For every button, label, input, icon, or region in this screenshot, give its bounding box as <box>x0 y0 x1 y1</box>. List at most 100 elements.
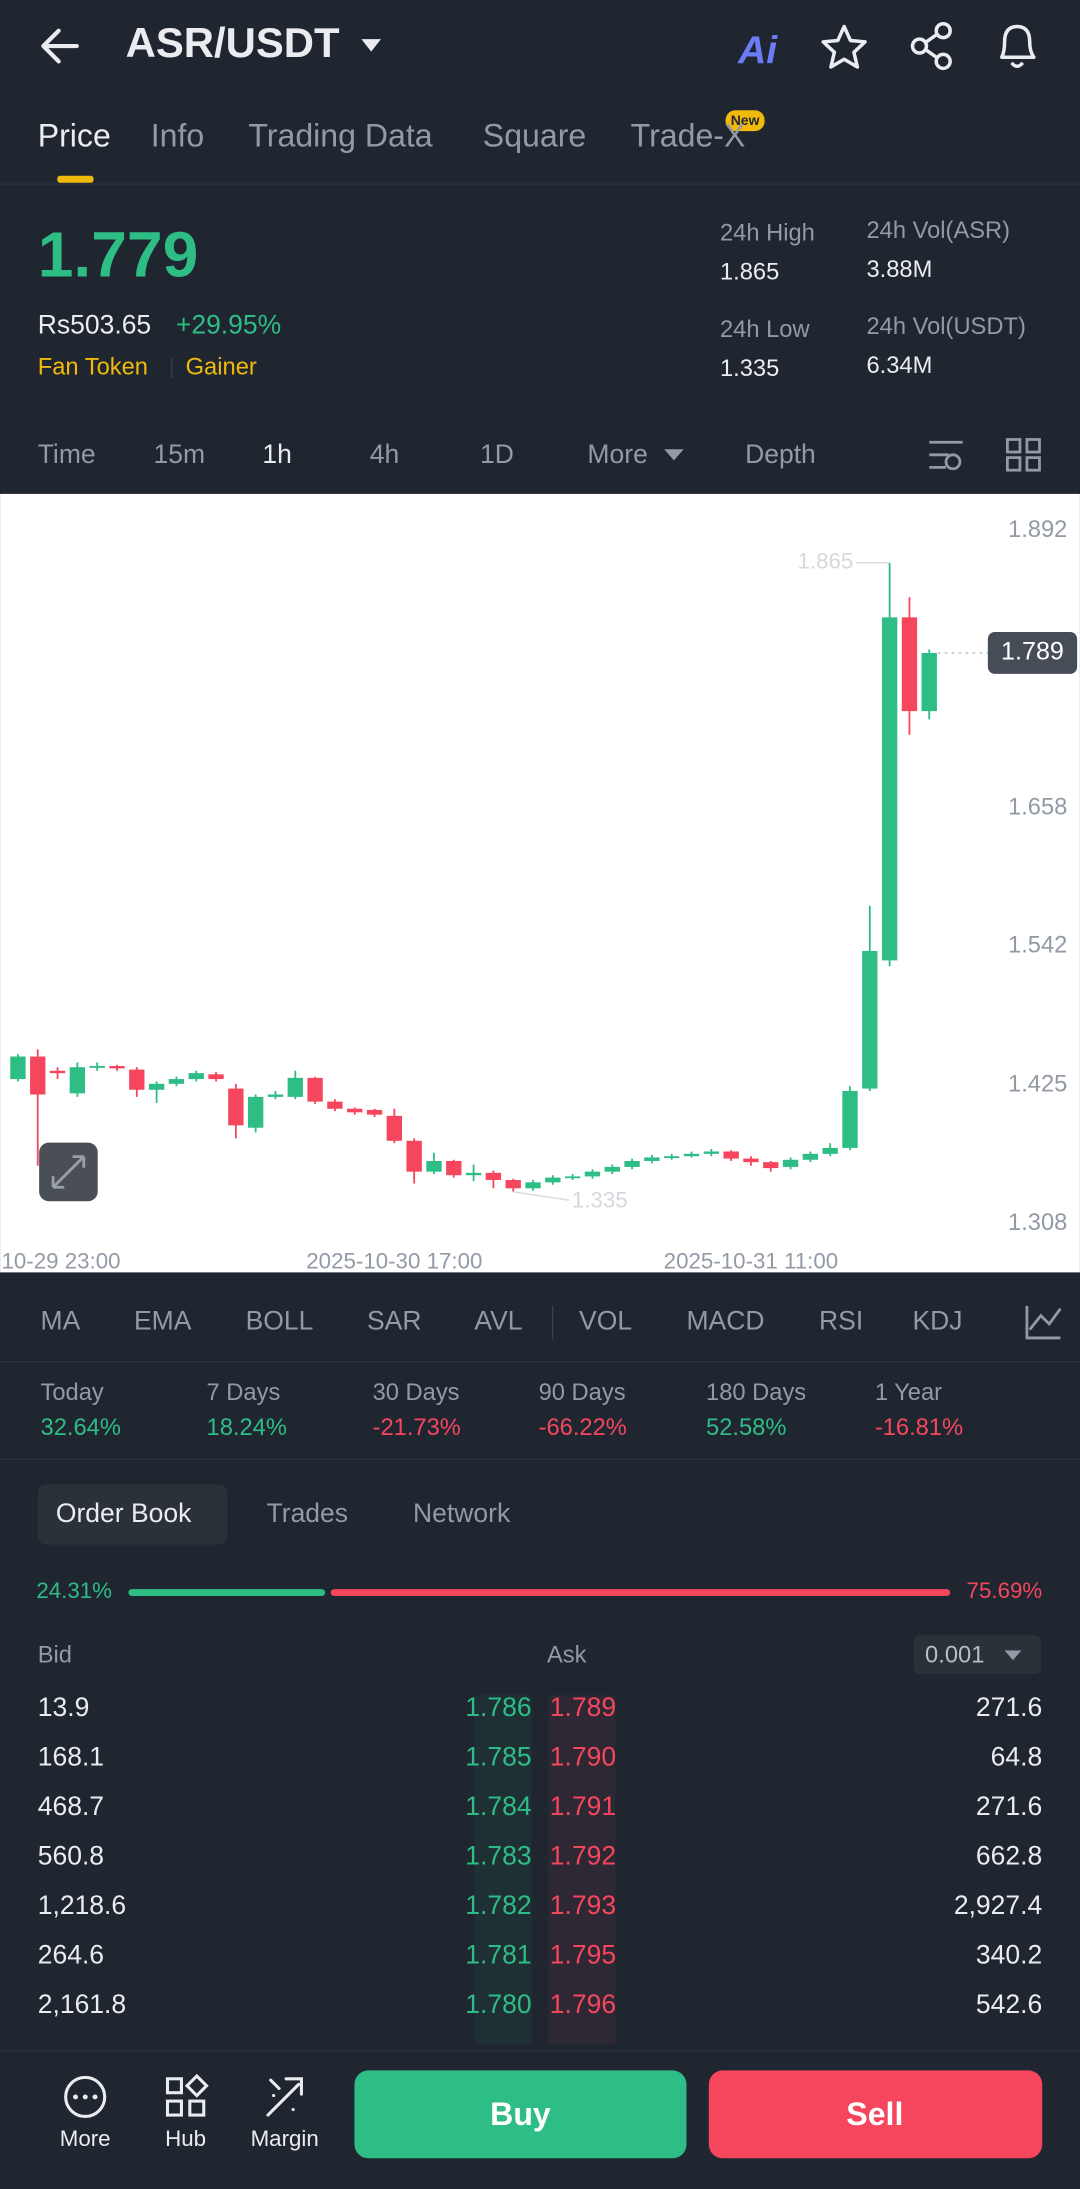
interval[interactable]: 1D <box>480 439 514 469</box>
ask-price: 1.789 <box>550 1692 616 1722</box>
interval[interactable]: 15m <box>154 439 206 469</box>
indicator[interactable]: MA <box>41 1306 81 1336</box>
bid-amount: 264.6 <box>38 1940 104 1970</box>
indicator[interactable]: EMA <box>134 1306 192 1336</box>
back-button[interactable] <box>41 28 79 64</box>
period-label: Today <box>41 1380 104 1406</box>
favorite-button[interactable] <box>821 24 867 69</box>
active-tab-bg <box>37 1484 228 1545</box>
ask-ratio: 75.69% <box>967 1578 1043 1603</box>
chart-area <box>0 493 1080 1273</box>
more-button[interactable] <box>64 2075 107 2118</box>
tab-indicator <box>57 175 94 183</box>
tag[interactable]: Gainer <box>186 355 257 381</box>
y-tick-label: 1.542 <box>1008 932 1067 958</box>
bid-amount: 560.8 <box>38 1841 104 1871</box>
bid-price: 1.785 <box>465 1742 531 1772</box>
ask-header: Ask <box>547 1642 587 1668</box>
pair-title[interactable]: ASR/USDT <box>126 19 340 66</box>
interval[interactable]: More <box>587 439 647 469</box>
precision-dropdown <box>1004 1650 1022 1661</box>
hub-button[interactable] <box>165 2073 209 2117</box>
x-tick-label: 10-29 23:00 <box>1 1249 120 1274</box>
tab[interactable]: Trading Data <box>248 118 432 154</box>
indicator[interactable]: KDJ <box>913 1306 963 1336</box>
chart-type-button[interactable] <box>1025 1305 1062 1340</box>
last-price-tag <box>987 632 1078 674</box>
share-icon <box>934 52 952 71</box>
candle-body <box>703 1151 719 1154</box>
nav-label[interactable]: Margin <box>251 2126 319 2151</box>
last-price: 1.779 <box>38 218 199 290</box>
tab[interactable]: Price <box>38 118 111 154</box>
interval[interactable]: 4h <box>370 439 399 469</box>
candle-body <box>802 1153 819 1160</box>
indicator[interactable]: RSI <box>819 1306 863 1336</box>
precision-select[interactable] <box>913 1635 1041 1675</box>
candle-body <box>901 617 918 712</box>
order-book-tab[interactable]: Network <box>413 1498 511 1528</box>
candle-body <box>10 1056 26 1080</box>
candle-body <box>842 1090 858 1148</box>
candle-body <box>446 1160 462 1176</box>
bid-price: 1.783 <box>465 1841 531 1871</box>
nav-label[interactable]: More <box>60 2126 111 2151</box>
nav-label[interactable]: Hub <box>165 2126 206 2151</box>
low-marker-line <box>513 1191 570 1201</box>
candle-body <box>307 1077 323 1102</box>
candle-body <box>148 1083 165 1090</box>
candle-body <box>584 1171 601 1177</box>
interval[interactable]: 1h <box>262 439 291 469</box>
ai-button[interactable]: Ai <box>737 29 778 72</box>
sell-button[interactable] <box>708 2070 1043 2159</box>
hub-icon <box>165 2077 183 2095</box>
tab[interactable]: Square <box>483 118 586 154</box>
bid-amount: 168.1 <box>38 1742 104 1772</box>
ask-amount: 64.8 <box>991 1742 1043 1772</box>
stat-label: 24h High <box>720 221 815 247</box>
margin-button[interactable] <box>266 2077 303 2117</box>
ask-depth <box>548 1695 616 2044</box>
sell-label: Sell <box>846 2096 903 2132</box>
share-icon <box>925 33 938 59</box>
indicator[interactable]: BOLL <box>246 1306 314 1336</box>
interval[interactable]: Depth <box>745 439 816 469</box>
hub-icon <box>165 2099 183 2117</box>
ask-amount: 340.2 <box>976 1940 1042 1970</box>
order-book-tab[interactable]: Trades <box>267 1498 348 1528</box>
candle-body <box>247 1096 264 1128</box>
more-dropdown[interactable] <box>664 449 684 461</box>
tag[interactable]: Fan Token <box>38 355 148 381</box>
interval[interactable]: Time <box>38 439 96 469</box>
hub-icon <box>188 2099 206 2117</box>
chart-settings-button[interactable] <box>929 440 963 471</box>
ask-amount: 662.8 <box>976 1841 1042 1871</box>
settings-icon <box>929 440 963 469</box>
indicator[interactable]: SAR <box>367 1306 422 1336</box>
bid-amount: 1,218.6 <box>38 1890 126 1920</box>
candle-body <box>743 1158 759 1163</box>
notification-button[interactable] <box>1000 24 1036 68</box>
new-badge-text: New <box>731 112 760 128</box>
share-button[interactable] <box>910 21 952 71</box>
buy-button[interactable] <box>354 2070 687 2159</box>
order-book-tab[interactable]: Order Book <box>56 1498 192 1528</box>
candle-body <box>723 1151 739 1159</box>
candle-body <box>89 1066 105 1068</box>
tab[interactable]: Trade-X <box>631 118 746 154</box>
period-label: 7 Days <box>207 1380 281 1406</box>
indicator[interactable]: AVL <box>474 1306 522 1336</box>
layout-button[interactable] <box>1005 438 1041 472</box>
bid-price: 1.786 <box>465 1692 531 1722</box>
pair-dropdown[interactable] <box>361 39 381 52</box>
candle-body <box>505 1179 521 1189</box>
share-icon <box>934 21 952 40</box>
more-icon <box>64 2075 107 2118</box>
indicator[interactable]: MACD <box>686 1306 764 1336</box>
candle-body <box>406 1140 422 1172</box>
bid-price: 1.781 <box>465 1940 531 1970</box>
tab[interactable]: Info <box>151 118 205 154</box>
indicator[interactable]: VOL <box>579 1306 632 1336</box>
candle-body <box>683 1153 700 1157</box>
y-tick-label: 1.658 <box>1008 795 1067 821</box>
